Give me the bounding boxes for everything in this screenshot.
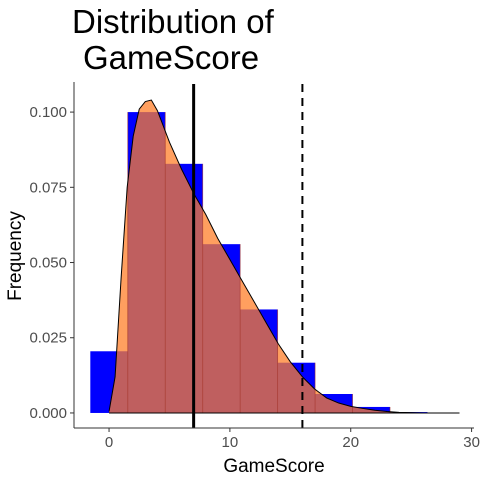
y-axis-label: Frequency xyxy=(5,211,26,301)
density-layer xyxy=(108,99,460,414)
chart-title-line-1: Distribution of xyxy=(72,3,275,40)
y-axis-ticks: 0.000 0.025 0.050 0.075 0.100 xyxy=(29,104,74,422)
x-tick-label: 30 xyxy=(463,434,480,451)
x-axis-label: GameScore xyxy=(223,456,324,477)
density-area xyxy=(109,100,460,413)
y-tick-label: 0.050 xyxy=(29,255,67,272)
axes xyxy=(73,82,474,429)
y-tick-label: 0.000 xyxy=(29,405,67,422)
x-tick-label: 10 xyxy=(222,434,239,451)
x-axis-ticks: 0 10 20 30 xyxy=(105,428,480,451)
x-tick-label: 20 xyxy=(342,434,359,451)
chart-title-line-2: GameScore xyxy=(83,39,259,76)
x-tick-label: 0 xyxy=(105,434,113,451)
y-tick-label: 0.025 xyxy=(29,330,67,347)
reference-lines xyxy=(192,84,304,428)
chart-title: Distribution of GameScore xyxy=(72,3,275,76)
y-tick-label: 0.075 xyxy=(29,179,67,196)
density-curve xyxy=(108,99,460,414)
y-tick-label: 0.100 xyxy=(29,104,67,121)
